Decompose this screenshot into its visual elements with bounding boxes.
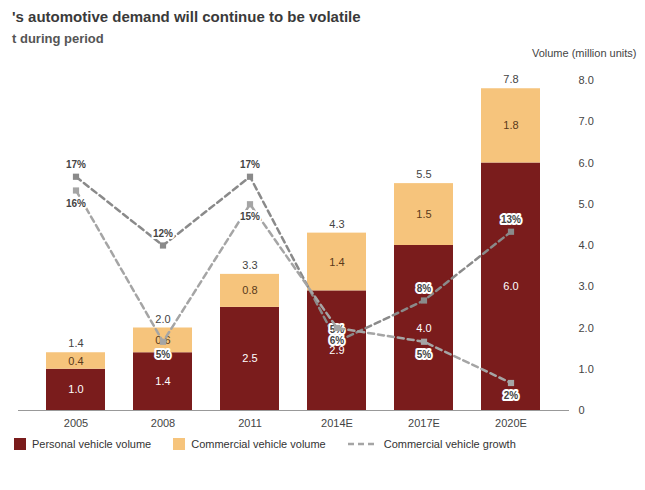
svg-text:16%: 16% bbox=[66, 198, 86, 209]
html-text:'s automotive demand will cont: 's automotive demand will continue to be… bbox=[12, 8, 361, 25]
html-text:Commercial vehicle volume: Commercial vehicle volume bbox=[191, 438, 326, 450]
svg-text:0.6: 0.6 bbox=[155, 334, 170, 346]
svg-text:0: 0 bbox=[579, 404, 585, 416]
svg-text:1.0: 1.0 bbox=[68, 383, 83, 395]
svg-text:0.8: 0.8 bbox=[242, 284, 257, 296]
svg-text:7.0: 7.0 bbox=[579, 115, 594, 127]
svg-text:13%: 13% bbox=[501, 214, 521, 225]
svg-text:17%: 17% bbox=[240, 159, 260, 170]
svg-text:Volume (million units): Volume (million units) bbox=[532, 47, 637, 59]
svg-text:15%: 15% bbox=[240, 211, 260, 222]
svg-text:5%: 5% bbox=[156, 349, 171, 360]
svg-text:3.0: 3.0 bbox=[579, 280, 594, 292]
svg-text:1.4: 1.4 bbox=[155, 375, 170, 387]
svg-text:2020E: 2020E bbox=[495, 417, 527, 429]
svg-text:1.5: 1.5 bbox=[416, 208, 431, 220]
svg-text:2.9: 2.9 bbox=[329, 344, 345, 357]
svg-text:2%: 2% bbox=[504, 390, 519, 401]
svg-text:6.0: 6.0 bbox=[503, 280, 518, 292]
html-text:Commercial vehicle growth: Commercial vehicle growth bbox=[383, 438, 516, 450]
svg-text:7.8: 7.8 bbox=[503, 73, 518, 85]
svg-text:2.5: 2.5 bbox=[242, 352, 257, 364]
html-text:Personal vehicle volume: Personal vehicle volume bbox=[32, 438, 152, 450]
svg-text:2005: 2005 bbox=[64, 417, 88, 429]
svg-text:2017E: 2017E bbox=[408, 417, 440, 429]
svg-text:8%: 8% bbox=[417, 283, 432, 294]
svg-text:6.0: 6.0 bbox=[579, 157, 594, 169]
svg-text:2.0: 2.0 bbox=[579, 322, 594, 334]
svg-text:4.3: 4.3 bbox=[329, 218, 344, 230]
svg-text:17%: 17% bbox=[66, 159, 86, 170]
svg-text:2014E: 2014E bbox=[321, 417, 353, 429]
svg-text:5%: 5% bbox=[329, 324, 345, 335]
svg-text:5.5: 5.5 bbox=[416, 168, 431, 180]
html-text:t during period: t during period bbox=[12, 31, 104, 46]
svg-text:2011: 2011 bbox=[238, 417, 262, 429]
svg-text:12%: 12% bbox=[153, 228, 173, 239]
svg-text:1.0: 1.0 bbox=[579, 363, 594, 375]
svg-text:8.0: 8.0 bbox=[579, 74, 594, 86]
svg-text:1.8: 1.8 bbox=[503, 119, 518, 131]
svg-text:4.0: 4.0 bbox=[416, 322, 431, 334]
svg-text:5.0: 5.0 bbox=[579, 198, 594, 210]
svg-text:5%: 5% bbox=[417, 349, 432, 360]
svg-text:1.4: 1.4 bbox=[68, 337, 83, 349]
svg-text:4.0: 4.0 bbox=[579, 239, 594, 251]
svg-text:6%: 6% bbox=[330, 335, 345, 346]
svg-text:3.3: 3.3 bbox=[242, 259, 257, 271]
svg-text:2.0: 2.0 bbox=[155, 313, 170, 325]
svg-text:0.4: 0.4 bbox=[68, 355, 83, 367]
svg-text:2008: 2008 bbox=[151, 417, 175, 429]
svg-text:1.4: 1.4 bbox=[329, 256, 344, 268]
